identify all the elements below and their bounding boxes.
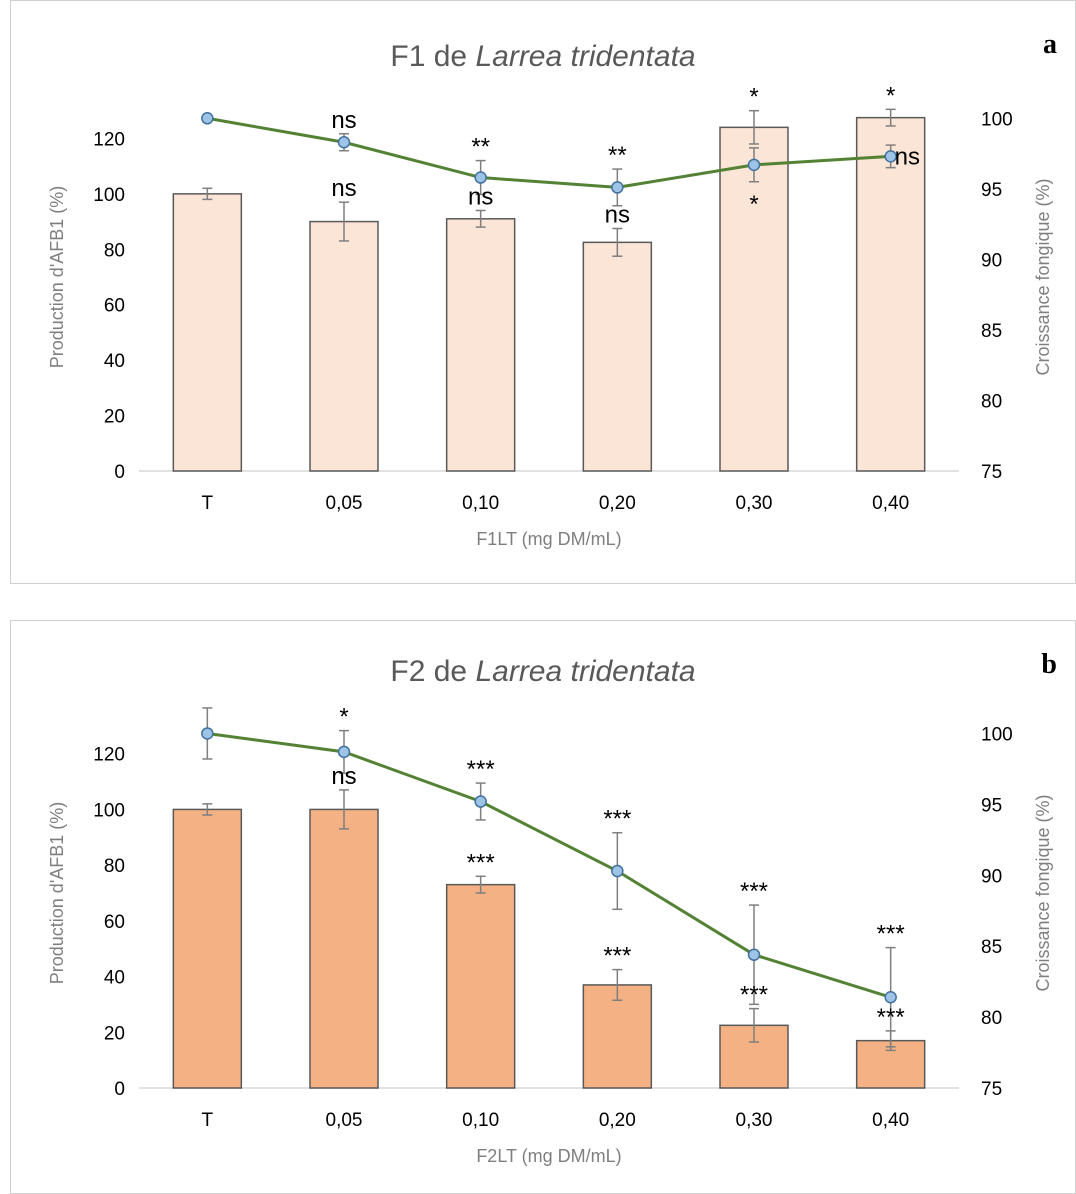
y2-tick-label: 85 [981,321,1002,342]
y2-tick-label: 85 [981,937,1002,958]
x-tick-label: 0,10 [462,1110,499,1131]
panel-letter: b [1041,649,1057,680]
chart-panel-b: b F2 de Larrea tridentata 0 20 40 60 80 100 120… [10,620,1076,1194]
y-tick-label: 80 [104,240,125,261]
line-point [474,795,487,808]
significance-label: *** [877,921,905,948]
y2-tick-label: 80 [981,1008,1002,1029]
significance-label: ns [605,202,630,229]
y2-tick-label: 95 [981,180,1002,201]
y2-tick-label: 95 [981,795,1002,816]
growth-line [207,731,892,999]
y-axis-title: Production d'AFB1 (%) [47,186,67,369]
line-point [747,948,761,961]
x-tick-label: 0,40 [872,1110,909,1131]
significance-label: ** [471,134,490,161]
chart-title-prefix: F2 de [390,655,475,688]
y-tick-label: 40 [104,351,125,372]
significance-label: *** [603,943,631,970]
chart-title: F1 de Larrea tridentata [390,40,695,73]
bar [309,808,379,1089]
line-point [337,745,351,759]
line-point [337,136,351,149]
significance-label: *** [603,806,631,833]
significance-label: ns [895,143,920,170]
significance-label: * [886,82,895,109]
y2-tick-label: 100 [981,109,1013,130]
bar [855,116,926,472]
significance-label: ns [331,107,356,134]
x-tick-label: T [202,1110,214,1131]
significance-label: ** [608,142,627,169]
y-tick-label: 80 [104,856,125,877]
y-tick-label: 40 [104,968,125,989]
y-tick-label: 120 [93,129,125,150]
significance-label: * [749,84,758,111]
growth-line [207,116,891,189]
y-tick-label: 60 [104,296,125,317]
bar [445,218,516,472]
panel-letter: a [1043,29,1057,60]
y2-tick-label: 100 [981,724,1013,745]
bar [309,220,379,472]
chart-title-species: Larrea tridentata [475,40,695,73]
y-tick-label: 0 [114,462,125,483]
line-point [611,864,624,878]
y2-tick-label: 90 [981,866,1002,887]
bar [719,126,789,472]
line-point [201,112,214,125]
line-point [884,990,897,1004]
x-tick-label: 0,30 [736,1110,773,1131]
significance-label: ns [331,763,356,790]
y2-tick-label: 80 [981,391,1002,412]
y2-axis-title: Croissance fongique (%) [1033,178,1053,375]
chart-title: F2 de Larrea tridentata [390,655,695,688]
y-tick-label: 100 [93,800,125,821]
x-tick-label: 0,30 [736,493,773,514]
x-tick-label: 0,40 [872,493,909,514]
x-tick-label: 0,10 [462,493,499,514]
x-tick-label: 0,20 [599,493,636,514]
significance-label: *** [467,756,495,783]
y-axis-title: Production d'AFB1 (%) [47,802,67,985]
line-point [611,181,624,194]
y-tick-label: 20 [104,1023,125,1044]
line-point [474,171,487,184]
x-axis-title: F2LT (mg DM/mL) [476,1146,621,1166]
y-tick-label: 0 [114,1079,125,1100]
y2-tick-label: 90 [981,250,1002,271]
y-tick-label: 20 [104,407,125,428]
significance-label: * [749,191,758,218]
y-tick-label: 120 [93,745,125,766]
y2-tick-label: 75 [981,1079,1002,1100]
chart-panel-a: a F1 de Larrea tridentata 0 20 40 60 80 100 120… [10,0,1076,584]
chart-svg: F1 de Larrea tridentata 0 20 40 60 80 100 120 75… [47,40,1053,549]
bar [445,883,516,1089]
x-axis-title: F1LT (mg DM/mL) [476,529,621,549]
chart-title-species: Larrea tridentata [475,655,695,688]
y-tick-label: 100 [93,185,125,206]
significance-label: *** [740,878,768,905]
x-tick-label: 0,05 [326,493,363,514]
y2-tick-label: 75 [981,462,1002,483]
significance-label: ns [331,175,356,202]
significance-label: * [339,704,348,731]
significance-label: *** [877,1004,905,1031]
x-tick-label: 0,20 [599,1110,636,1131]
line-point [884,150,897,163]
chart-svg: F2 de Larrea tridentata 0 20 40 60 80 100 120 75… [47,655,1053,1166]
significance-label: *** [467,849,495,876]
bar [172,193,243,472]
line-point [201,727,214,740]
chart-title-prefix: F1 de [390,40,475,73]
significance-label: ns [468,183,493,210]
bar [172,808,243,1089]
line-point [747,158,761,172]
x-tick-label: T [202,493,214,514]
x-tick-label: 0,05 [326,1110,363,1131]
y2-axis-title: Croissance fongique (%) [1033,794,1053,991]
y-tick-label: 60 [104,912,125,933]
significance-label: *** [740,982,768,1009]
bar [582,241,653,472]
